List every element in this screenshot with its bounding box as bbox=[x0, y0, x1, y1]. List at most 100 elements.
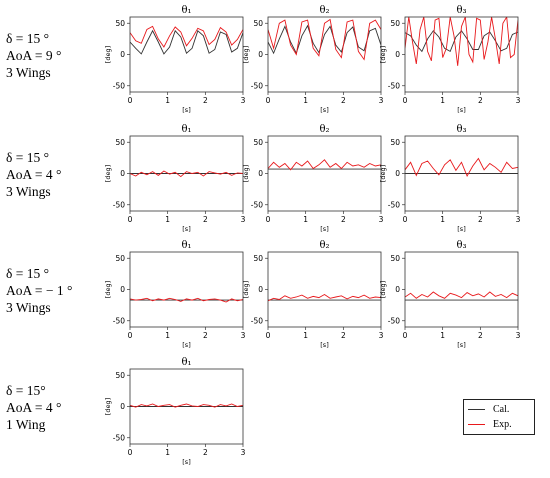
y-tick-label: 0 bbox=[120, 285, 125, 294]
y-axis-label: [deg] bbox=[104, 46, 112, 63]
x-axis-label: [s] bbox=[182, 341, 190, 349]
x-tick-label: 3 bbox=[379, 96, 384, 105]
series-line-exp bbox=[268, 18, 381, 61]
x-axis-label: [s] bbox=[457, 225, 465, 233]
subplot-title: θ₂ bbox=[319, 5, 329, 16]
plot-frame bbox=[404, 251, 519, 328]
x-tick-label: 3 bbox=[516, 96, 521, 105]
x-tick-label: 1 bbox=[440, 331, 445, 340]
row-label-3: δ = 15 ° AoA = − 1 ° 3 Wings bbox=[6, 265, 72, 316]
x-tick-label: 0 bbox=[403, 331, 408, 340]
row-label-4-delta: δ = 15° bbox=[6, 383, 46, 398]
y-axis-label: [deg] bbox=[379, 281, 387, 298]
row-label-2-wings: 3 Wings bbox=[6, 184, 51, 199]
x-tick-label: 0 bbox=[128, 331, 133, 340]
y-axis-label: [deg] bbox=[104, 398, 112, 415]
y-axis-label: [deg] bbox=[379, 165, 387, 182]
x-axis-label: [s] bbox=[182, 458, 190, 466]
x-axis-label: [s] bbox=[320, 225, 328, 233]
x-tick-label: 3 bbox=[241, 331, 246, 340]
y-tick-label: -50 bbox=[388, 316, 400, 325]
x-tick-label: 2 bbox=[478, 215, 483, 224]
y-tick-label: 50 bbox=[115, 138, 125, 147]
y-tick-label: 0 bbox=[395, 285, 400, 294]
row-label-2-aoa: AoA = 4 ° bbox=[6, 167, 62, 182]
x-tick-label: 3 bbox=[241, 96, 246, 105]
y-axis-label: [deg] bbox=[104, 165, 112, 182]
row-label-4-wings: 1 Wing bbox=[6, 417, 46, 432]
x-tick-label: 1 bbox=[165, 215, 170, 224]
x-axis-label: [s] bbox=[182, 106, 190, 114]
y-tick-label: 50 bbox=[115, 371, 125, 380]
x-axis-label: [s] bbox=[182, 225, 190, 233]
series-line-exp bbox=[405, 157, 518, 178]
y-tick-label: 50 bbox=[253, 138, 263, 147]
y-tick-label: 50 bbox=[115, 19, 125, 28]
x-tick-label: 0 bbox=[403, 96, 408, 105]
subplot-title: θ₃ bbox=[456, 240, 466, 251]
legend-label-cal: Cal. bbox=[493, 404, 510, 415]
x-tick-label: 3 bbox=[516, 331, 521, 340]
subplot-title: θ₁ bbox=[181, 124, 191, 135]
subplot-title: θ₂ bbox=[319, 124, 329, 135]
x-tick-label: 0 bbox=[266, 215, 271, 224]
y-tick-label: 0 bbox=[395, 50, 400, 59]
x-axis-label: [s] bbox=[320, 341, 328, 349]
legend-item-exp: Exp. bbox=[468, 419, 512, 430]
row-label-1-wings: 3 Wings bbox=[6, 65, 51, 80]
y-tick-label: 0 bbox=[258, 50, 263, 59]
y-tick-label: -50 bbox=[113, 81, 125, 90]
series-line-exp bbox=[268, 293, 381, 302]
series-line-exp bbox=[130, 403, 243, 408]
x-tick-label: 0 bbox=[266, 96, 271, 105]
legend-swatch-exp bbox=[468, 424, 485, 425]
y-tick-label: -50 bbox=[251, 316, 263, 325]
x-tick-label: 2 bbox=[341, 215, 346, 224]
plot-frame bbox=[267, 251, 382, 328]
row-label-1: δ = 15 ° AoA = 9 ° 3 Wings bbox=[6, 30, 61, 81]
x-tick-label: 3 bbox=[241, 215, 246, 224]
subplot-title: θ₁ bbox=[181, 240, 191, 251]
x-tick-label: 1 bbox=[303, 96, 308, 105]
subplot-title: θ₁ bbox=[181, 357, 191, 368]
y-tick-label: 50 bbox=[390, 19, 400, 28]
x-tick-label: 1 bbox=[440, 215, 445, 224]
plot-frame bbox=[129, 251, 244, 328]
subplot-title: θ₂ bbox=[319, 240, 329, 251]
x-tick-label: 1 bbox=[440, 96, 445, 105]
x-tick-label: 1 bbox=[303, 215, 308, 224]
subplot-title: θ₃ bbox=[456, 124, 466, 135]
y-tick-label: 50 bbox=[390, 254, 400, 263]
x-tick-label: 1 bbox=[165, 331, 170, 340]
x-tick-label: 2 bbox=[478, 96, 483, 105]
legend-swatch-cal bbox=[468, 409, 485, 410]
x-tick-label: 1 bbox=[165, 448, 170, 457]
series-line-exp bbox=[130, 170, 243, 178]
y-tick-label: -50 bbox=[113, 433, 125, 442]
series-line-exp bbox=[405, 291, 518, 299]
plot-frame bbox=[129, 16, 244, 93]
y-axis-label: [deg] bbox=[242, 165, 250, 182]
y-tick-label: 0 bbox=[120, 50, 125, 59]
plot-frame bbox=[267, 135, 382, 212]
y-tick-label: -50 bbox=[113, 200, 125, 209]
y-tick-label: -50 bbox=[251, 200, 263, 209]
x-tick-label: 0 bbox=[128, 96, 133, 105]
row-label-4-aoa: AoA = 4 ° bbox=[6, 400, 62, 415]
y-axis-label: [deg] bbox=[104, 281, 112, 298]
x-tick-label: 2 bbox=[341, 331, 346, 340]
x-tick-label: 2 bbox=[341, 96, 346, 105]
x-tick-label: 2 bbox=[203, 331, 208, 340]
series-line-cal bbox=[268, 24, 381, 55]
y-tick-label: 0 bbox=[258, 169, 263, 178]
y-axis-label: [deg] bbox=[242, 281, 250, 298]
